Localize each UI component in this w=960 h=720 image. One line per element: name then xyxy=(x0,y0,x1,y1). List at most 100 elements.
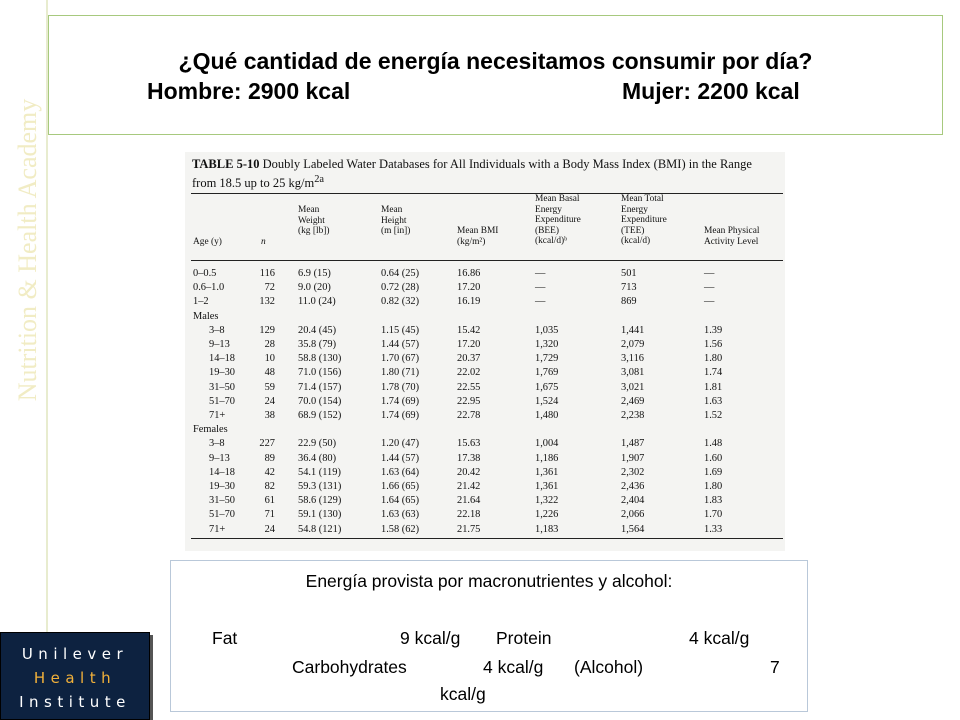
table-top-rule xyxy=(191,193,783,194)
cell-age: 51–70 xyxy=(209,509,235,521)
cell-bmi: 22.95 xyxy=(457,395,481,407)
cell-bee: 1,769 xyxy=(535,367,559,379)
header-height-l1: Mean xyxy=(381,205,403,215)
cell-bee: 1,524 xyxy=(535,395,559,407)
header-bee: Mean Basal Energy Expenditure (BEE) (kca… xyxy=(535,194,581,247)
cell-age: 19–30 xyxy=(209,367,235,379)
cell-n: 61 xyxy=(264,495,275,507)
cell-bee: 1,183 xyxy=(535,523,559,535)
header-height-l3: (m [in]) xyxy=(381,226,411,236)
women-energy: Mujer: 2200 kcal xyxy=(622,78,800,104)
header-bmi: Mean BMI (kg/m²) xyxy=(457,226,498,247)
cell-tee: 1,487 xyxy=(621,438,645,450)
cell-age: 3–8 xyxy=(209,324,225,336)
table-row: 51–70 71 59.1 (130) 1.63 (63) 22.18 1,226 2,06… xyxy=(185,508,785,522)
header-tee-l1: Mean Total xyxy=(621,194,664,204)
group-label: Males xyxy=(193,310,219,322)
header-height-l2: Height xyxy=(381,215,407,226)
cell-age: 9–13 xyxy=(209,452,230,464)
cell-weight: 59.3 (131) xyxy=(298,481,342,492)
cell-age: 1–2 xyxy=(193,296,209,308)
cell-height: 1.63 (64) xyxy=(381,466,420,478)
cell-bee: 1,361 xyxy=(535,466,559,478)
table-caption: TABLE 5-10 Doubly Labeled Water Database… xyxy=(192,156,777,191)
cell-age: 3–8 xyxy=(209,438,225,450)
table-row: 3–8 129 20.4 (45) 1.15 (45) 15.42 1,035 1,441 1… xyxy=(185,324,785,338)
header-tee-l3: Expenditure xyxy=(621,215,667,225)
header-pal-l1: Mean Physical xyxy=(704,226,760,236)
cell-age: 0–0.5 xyxy=(193,268,217,279)
header-bmi-l2: (kg/m²) xyxy=(457,236,486,247)
cell-height: 1.58 (62) xyxy=(381,523,420,535)
cell-pal: 1.70 xyxy=(704,509,723,521)
header-weight: Mean Weight (kg [lb]) xyxy=(298,205,330,237)
cell-height: 1.20 (47) xyxy=(381,438,420,450)
cell-bmi: 16.19 xyxy=(457,296,481,308)
cell-weight: 59.1 (130) xyxy=(298,509,342,521)
cell-n: 116 xyxy=(259,268,275,279)
cell-weight: 58.6 (129) xyxy=(298,495,342,507)
cell-weight: 6.9 (15) xyxy=(298,268,331,279)
cell-weight: 20.4 (45) xyxy=(298,324,337,336)
watermark-text: Nutrition & Health Academy xyxy=(13,98,42,402)
cell-height: 0.82 (32) xyxy=(381,296,420,308)
table-row: 0.6–1.0 72 9.0 (20) 0.72 (28) 17.20 — 713 — xyxy=(185,281,785,295)
cell-age: 14–18 xyxy=(209,466,235,478)
cell-n: 24 xyxy=(264,523,275,535)
cell-bmi: 17.20 xyxy=(457,282,481,294)
protein-label: Protein xyxy=(496,628,552,648)
cell-pal: 1.83 xyxy=(704,495,723,507)
cell-weight: 54.1 (119) xyxy=(298,466,341,478)
table-row: 3–8 227 22.9 (50) 1.20 (47) 15.63 1,004 1,487 1… xyxy=(185,437,785,451)
table-row: 0–0.5 116 6.9 (15) 0.64 (25) 16.86 — 501 — xyxy=(185,267,785,281)
cell-n: 42 xyxy=(264,466,275,478)
cell-bee: 1,675 xyxy=(535,381,559,393)
cell-bmi: 21.64 xyxy=(457,495,481,507)
cell-tee: 2,079 xyxy=(621,339,645,350)
cell-n: 28 xyxy=(264,339,275,350)
macronutrient-energy-box: Energía provista por macronutrientes y a… xyxy=(170,560,808,712)
cell-bee: 1,320 xyxy=(535,339,559,350)
cell-bmi: 20.42 xyxy=(457,466,481,478)
cell-tee: 2,238 xyxy=(621,410,645,421)
cell-weight: 68.9 (152) xyxy=(298,410,342,421)
table-row: 14–18 42 54.1 (119) 1.63 (64) 20.42 1,361 2,30… xyxy=(185,466,785,480)
slide-title: ¿Qué cantidad de energía necesitamos con… xyxy=(178,48,813,74)
cell-weight: 35.8 (79) xyxy=(298,339,337,350)
cell-height: 1.63 (63) xyxy=(381,509,420,521)
header-n: n xyxy=(261,237,266,247)
cell-pal: 1.56 xyxy=(704,339,723,350)
cell-n: 82 xyxy=(264,481,275,492)
cell-bmi: 22.55 xyxy=(457,381,481,393)
cell-pal: — xyxy=(704,296,715,308)
cell-age: 19–30 xyxy=(209,481,235,492)
table-row: 31–50 61 58.6 (129) 1.64 (65) 21.64 1,322 2,40… xyxy=(185,494,785,508)
header-bee-l4: (BEE) xyxy=(535,225,559,236)
cell-weight: 11.0 (24) xyxy=(298,296,336,308)
table-caption-text: Doubly Labeled Water Databases for All I… xyxy=(192,157,752,191)
cell-n: 10 xyxy=(264,353,275,365)
cell-weight: 54.8 (121) xyxy=(298,523,342,535)
cell-pal: — xyxy=(704,268,715,279)
cell-bmi: 15.42 xyxy=(457,324,481,336)
table-row: 71+ 24 54.8 (121) 1.58 (62) 21.75 1,183 1,564 1… xyxy=(185,523,785,537)
cell-height: 1.74 (69) xyxy=(381,395,420,407)
cell-height: 1.44 (57) xyxy=(381,339,420,350)
cell-pal: 1.33 xyxy=(704,523,723,535)
cell-height: 1.78 (70) xyxy=(381,381,420,393)
cell-tee: 1,564 xyxy=(621,523,645,535)
table-row: 1–2 132 11.0 (24) 0.82 (32) 16.19 — 869 — xyxy=(185,295,785,309)
cell-height: 1.70 (67) xyxy=(381,353,420,365)
cell-bmi: 20.37 xyxy=(457,353,481,365)
header-weight-l1: Mean xyxy=(298,205,320,215)
cell-n: 72 xyxy=(264,282,275,294)
cell-bee: 1,322 xyxy=(535,495,559,507)
cell-bee: 1,035 xyxy=(535,324,559,336)
cell-weight: 36.4 (80) xyxy=(298,452,337,464)
cell-n: 59 xyxy=(264,381,275,393)
header-bee-l1: Mean Basal xyxy=(535,194,580,204)
cell-n: 38 xyxy=(264,410,275,421)
cell-pal: 1.74 xyxy=(704,367,723,379)
cell-tee: 3,116 xyxy=(621,353,644,365)
cell-age: 71+ xyxy=(209,523,226,535)
